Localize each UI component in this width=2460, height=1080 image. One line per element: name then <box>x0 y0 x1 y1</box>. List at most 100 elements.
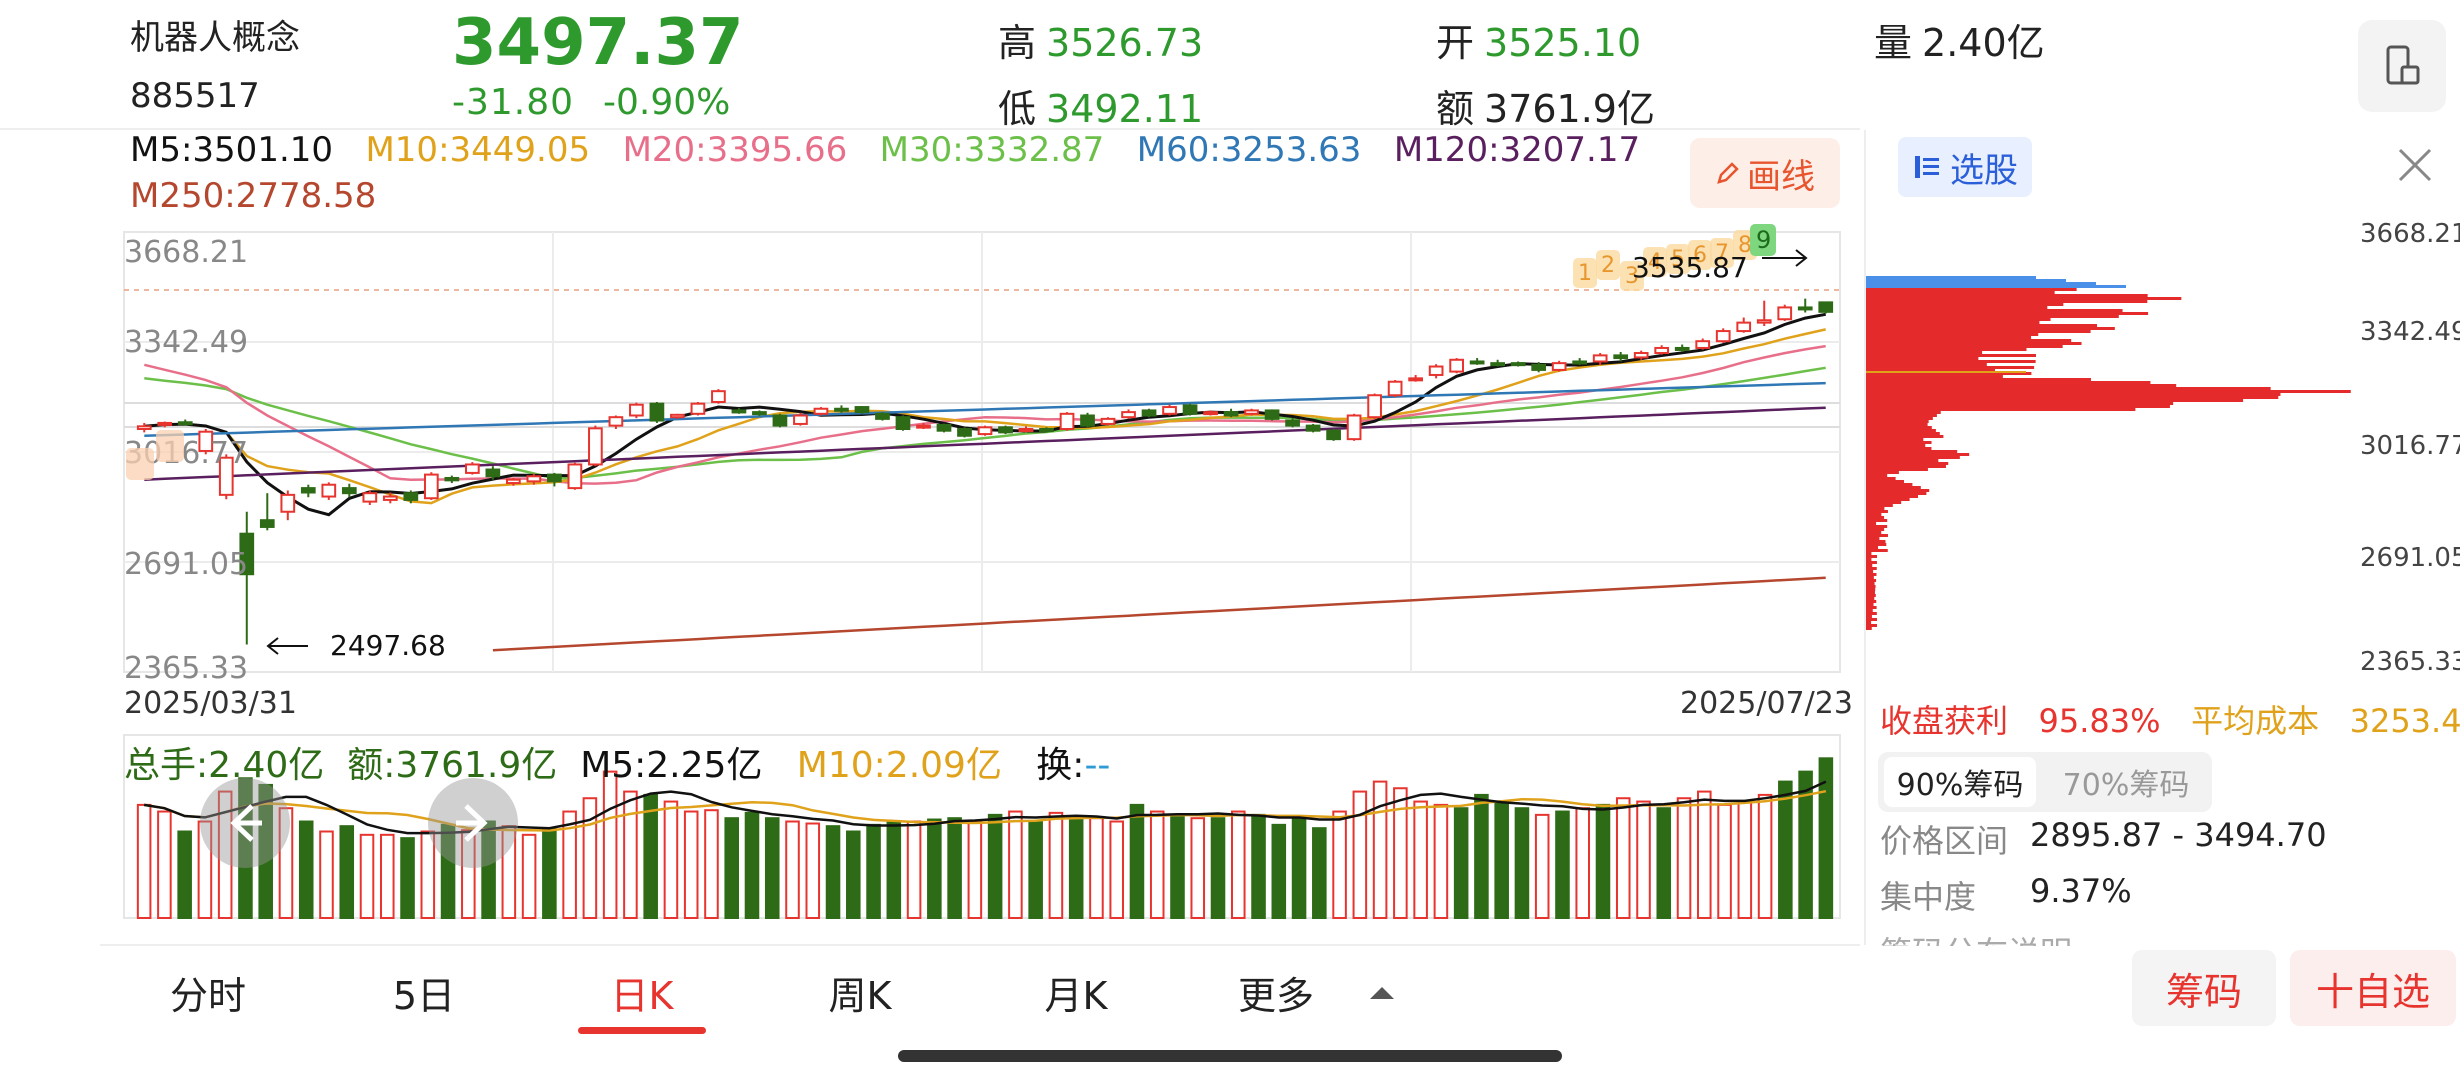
candle-body <box>1121 411 1136 419</box>
candle-body <box>1797 306 1813 311</box>
volume-bar <box>805 822 821 919</box>
candle-body <box>711 390 726 403</box>
concentration-row: 集中度 9.37% <box>1880 872 2132 918</box>
chip-bar <box>1866 534 1888 537</box>
amount-label: 额 <box>1436 87 1475 131</box>
chip-bar <box>1866 585 1876 588</box>
caret-up-icon[interactable] <box>1368 983 1396 1003</box>
landscape-toggle-button[interactable] <box>2358 20 2446 112</box>
y-tick-label: 3668.21 <box>124 235 248 270</box>
chip-bar <box>1866 462 1949 465</box>
scroll-right-button[interactable] <box>428 778 518 868</box>
volume-bar <box>1068 817 1084 920</box>
chip-bar <box>1866 411 1941 414</box>
chip-bar <box>1866 621 1872 624</box>
chip-button[interactable]: 筹码 <box>2132 950 2276 1026</box>
chip-bar <box>1866 492 1927 495</box>
candle-body <box>1387 380 1403 397</box>
volume-bar <box>359 833 375 919</box>
home-indicator <box>898 1050 1562 1062</box>
chip-bar <box>1866 609 1873 612</box>
chip-bar <box>1866 531 1882 534</box>
tab-more[interactable]: 更多 <box>1237 974 1314 1018</box>
chip-bar <box>1866 504 1893 507</box>
candle-body <box>1018 428 1034 433</box>
tab-weekly[interactable]: 周K <box>828 974 892 1018</box>
chip-bar <box>1866 564 1873 567</box>
stock-picker-button[interactable]: 选股 <box>1898 137 2032 197</box>
volume-legend: 总手:2.40亿 额:3761.9亿 M5:2.25亿 M10:2.09亿 换:… <box>124 736 1110 788</box>
candle-body <box>526 475 542 483</box>
volume-bar <box>1008 810 1023 919</box>
candle-body <box>423 473 439 500</box>
candle-body <box>280 493 296 513</box>
candle-body <box>1654 346 1670 355</box>
volume-bar <box>1210 817 1226 920</box>
candle-body <box>239 532 255 576</box>
seq-marker <box>1710 238 1734 268</box>
chip-bar <box>1866 381 2151 384</box>
tab-intraday[interactable]: 分时 <box>169 974 246 1018</box>
candle-body <box>218 456 234 496</box>
chip-percent-toggle[interactable]: 90%筹码 70%筹码 <box>1878 752 2212 812</box>
chip-bar <box>1866 390 2351 393</box>
tab-daily[interactable]: 日K <box>610 974 674 1018</box>
volume-bar <box>1453 807 1469 920</box>
candles <box>136 298 1834 645</box>
seq-top-number: 9 <box>1756 226 1771 254</box>
candle-body <box>834 407 849 412</box>
list-icon <box>1915 156 1939 178</box>
volume-bar <box>542 827 557 920</box>
chip-bar <box>1866 600 1877 603</box>
open-value: 3525.10 <box>1484 21 1642 65</box>
candle-body <box>157 421 173 426</box>
phone-rotate-icon <box>2386 45 2420 85</box>
profit-row: 收盘获利 95.83% 平均成本 3253.44 <box>1880 696 2460 742</box>
ma5-line <box>144 312 1826 517</box>
chip-bar <box>1866 588 1876 591</box>
concentration-label: 集中度 <box>1880 878 1977 916</box>
tab-monthly[interactable]: 月K <box>1044 974 1108 1018</box>
candle-body <box>1674 346 1690 351</box>
chip-bar <box>1866 297 2182 300</box>
amount-stat: 额 3761.9亿 <box>1436 78 1655 133</box>
scroll-left-button[interactable] <box>200 778 290 868</box>
tab-5day[interactable]: 5日 <box>392 974 456 1018</box>
chip-70-tab[interactable]: 70%筹码 <box>2062 768 2190 803</box>
chip-bar <box>1866 408 2136 411</box>
chip-bar <box>1866 288 2077 291</box>
volume-bar <box>1676 797 1692 920</box>
draw-line-button[interactable]: 画线 <box>1690 138 1840 208</box>
volume-bar <box>1494 800 1509 919</box>
ma20-line <box>144 344 1826 485</box>
candle-body <box>1756 319 1772 324</box>
candle-body <box>1162 406 1177 415</box>
add-favorite-button[interactable]: 十自选 <box>2290 950 2456 1026</box>
volume-bar <box>1028 820 1043 919</box>
volume-bar <box>602 770 618 919</box>
volume-bar <box>704 809 719 920</box>
chip-bar <box>1866 378 2091 381</box>
candle-body <box>629 403 644 417</box>
volume-bar <box>764 817 780 920</box>
close-icon[interactable] <box>2390 140 2440 190</box>
ma10-label: M10:3449.05 <box>365 130 591 170</box>
chip-desc-link[interactable]: 筹码分布说明 <box>1880 928 2072 946</box>
volume-stat: 量 2.40亿 <box>1874 12 2045 67</box>
candle-body <box>1346 414 1362 441</box>
volume-bar <box>846 830 861 919</box>
side-divider <box>1864 130 1866 945</box>
candle-body <box>1203 411 1218 416</box>
volume-bar <box>1251 813 1266 919</box>
chip-bar <box>1866 360 2036 363</box>
chip-bar <box>1866 549 1888 552</box>
chip-bar <box>1866 597 1875 600</box>
candle-body <box>1531 363 1547 371</box>
chip-bar <box>1866 612 1877 615</box>
ma20-label: M20:3395.66 <box>622 130 848 170</box>
chip-bar <box>1866 363 1987 366</box>
chip-90-tab[interactable]: 90%筹码 <box>1884 757 2036 807</box>
price-change: -31.80 <box>452 82 575 123</box>
volume-bar <box>1575 807 1591 920</box>
